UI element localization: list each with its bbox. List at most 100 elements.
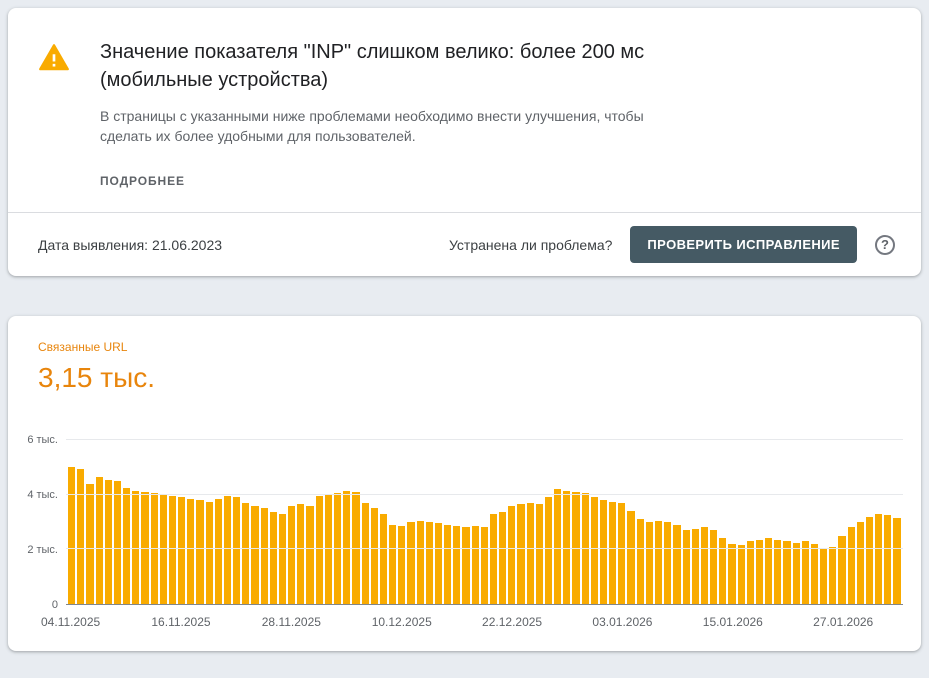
chart-bar[interactable] — [618, 502, 626, 604]
chart-bar[interactable] — [499, 512, 507, 604]
chart-bar[interactable] — [737, 545, 745, 604]
x-axis-tick-label: 28.11.2025 — [261, 615, 321, 629]
chart-bar[interactable] — [434, 523, 443, 604]
chart-bar[interactable] — [361, 502, 369, 604]
chart-bar[interactable] — [746, 541, 754, 604]
help-icon[interactable]: ? — [875, 234, 895, 255]
chart-bar[interactable] — [544, 497, 553, 604]
chart-bar[interactable] — [801, 541, 809, 604]
chart-bar[interactable] — [288, 505, 296, 604]
chart-bar[interactable] — [425, 522, 433, 604]
chart-bar[interactable] — [655, 520, 663, 604]
chart-bar[interactable] — [535, 504, 543, 604]
chart-bar[interactable] — [590, 497, 598, 604]
validate-fix-button[interactable]: ПРОВЕРИТЬ ИСПРАВЛЕНИЕ — [630, 226, 857, 263]
chart-bar[interactable] — [141, 491, 149, 604]
x-axis-tick-label: 04.11.2025 — [41, 615, 101, 629]
chart-bar[interactable] — [554, 489, 562, 604]
chart-bar[interactable] — [398, 526, 406, 604]
chart-bar[interactable] — [783, 541, 791, 604]
chart-bar[interactable] — [77, 468, 85, 604]
chart-bar[interactable] — [563, 490, 571, 604]
chart-bar[interactable] — [370, 508, 378, 604]
chart-bar[interactable] — [389, 524, 397, 604]
chart-bar[interactable] — [132, 490, 140, 604]
chart-bar[interactable] — [306, 505, 314, 604]
x-axis-tick-label: 27.01.2026 — [813, 615, 874, 629]
chart-bar[interactable] — [609, 501, 617, 604]
chart-bar[interactable] — [453, 526, 461, 604]
chart-bar[interactable] — [765, 538, 773, 604]
chart-bar[interactable] — [755, 539, 764, 604]
chart-bar[interactable] — [407, 522, 415, 604]
chart-bar[interactable] — [820, 547, 828, 604]
chart-bar[interactable] — [865, 516, 874, 604]
chart-bar[interactable] — [269, 512, 277, 604]
chart-bar[interactable] — [95, 476, 103, 604]
chart-bar[interactable] — [508, 505, 516, 604]
chart-bar[interactable] — [297, 504, 305, 604]
chart-bar[interactable] — [471, 526, 479, 604]
chart-bar[interactable] — [810, 543, 819, 604]
chart-bar[interactable] — [233, 497, 241, 604]
chart-bar[interactable] — [719, 538, 727, 604]
chart-bar[interactable] — [875, 513, 883, 604]
chart-bar[interactable] — [352, 491, 360, 604]
chart-bar[interactable] — [315, 496, 323, 604]
chart-bar[interactable] — [168, 496, 177, 604]
chart-bar[interactable] — [710, 530, 718, 604]
chart-bar[interactable] — [829, 546, 837, 604]
chart-bar[interactable] — [838, 535, 846, 604]
chart-bar[interactable] — [627, 511, 635, 604]
chart-bar[interactable] — [599, 500, 608, 604]
chart-bar[interactable] — [379, 513, 388, 604]
learn-more-link[interactable]: ПОДРОБНЕЕ — [100, 174, 185, 188]
chart-bar[interactable] — [572, 491, 580, 604]
chart-bar[interactable] — [123, 487, 131, 604]
chart-bar[interactable] — [242, 502, 250, 604]
issue-card-top: Значение показателя "INP" слишком велико… — [8, 8, 921, 212]
fixed-question-label: Устранена ли проблема? — [448, 236, 613, 253]
related-urls-count: 3,15 тыс. — [38, 362, 156, 393]
chart-bar[interactable] — [444, 524, 452, 604]
issue-body: Значение показателя "INP" слишком велико… — [100, 38, 891, 190]
chart-gridline — [66, 548, 903, 550]
chart-bar[interactable] — [700, 527, 709, 604]
chart-bar[interactable] — [343, 490, 351, 604]
chart-bar[interactable] — [214, 498, 222, 604]
chart-bar[interactable] — [664, 522, 672, 604]
chart-bar[interactable] — [691, 528, 699, 604]
chart-bar[interactable] — [196, 500, 204, 604]
chart-bar[interactable] — [187, 498, 195, 604]
chart-bar[interactable] — [645, 522, 653, 604]
chart-bar[interactable] — [480, 527, 488, 604]
chart-bar[interactable] — [728, 543, 736, 604]
chart-bar[interactable] — [893, 517, 901, 604]
chart-bar[interactable] — [260, 508, 268, 604]
chart-bar[interactable] — [517, 504, 525, 604]
chart-bar[interactable] — [68, 467, 76, 604]
chart-bar[interactable] — [178, 497, 186, 604]
chart-bar[interactable] — [205, 501, 213, 604]
chart-bar[interactable] — [884, 515, 892, 604]
chart-bar[interactable] — [489, 513, 498, 604]
x-axis-tick-label: 22.12.2025 — [482, 615, 543, 629]
chart-bar[interactable] — [847, 527, 855, 604]
chart-bar[interactable] — [416, 520, 424, 604]
warning-icon — [38, 38, 72, 190]
chart-bar[interactable] — [113, 481, 122, 604]
chart-bar[interactable] — [774, 539, 782, 604]
chart-bar[interactable] — [792, 542, 800, 604]
chart-bar[interactable] — [251, 505, 259, 604]
chart-bar[interactable] — [673, 524, 681, 604]
chart-bar[interactable] — [104, 479, 112, 604]
chart-bar[interactable] — [278, 513, 287, 604]
chart-bar[interactable] — [526, 502, 534, 604]
chart-bar[interactable] — [856, 522, 864, 604]
chart-bar[interactable] — [636, 519, 644, 604]
chart-bar[interactable] — [86, 483, 94, 604]
chart-bar[interactable] — [682, 530, 690, 604]
chart-bar[interactable] — [223, 496, 232, 604]
chart-bar[interactable] — [462, 527, 470, 604]
x-axis-tick-label: 10.12.2025 — [371, 615, 432, 629]
